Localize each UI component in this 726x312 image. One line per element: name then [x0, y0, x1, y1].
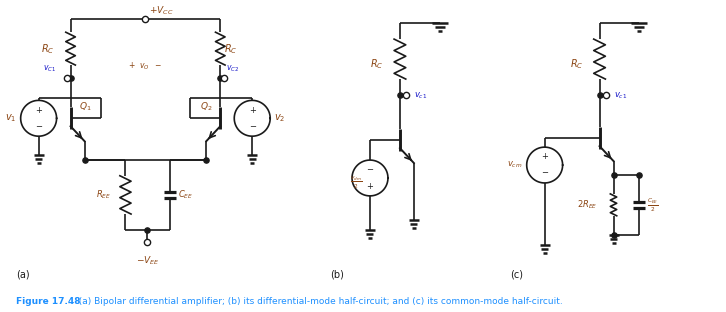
- Text: −: −: [35, 122, 42, 131]
- Text: −: −: [249, 122, 256, 131]
- Text: $Q_1$: $Q_1$: [78, 101, 91, 113]
- Text: −: −: [367, 165, 373, 174]
- Text: $R_C$: $R_C$: [224, 42, 237, 56]
- Text: (c): (c): [510, 270, 523, 280]
- Text: $-V_{EE}$: $-V_{EE}$: [136, 255, 159, 267]
- Text: $R_C$: $R_C$: [570, 57, 584, 71]
- Text: −: −: [541, 168, 548, 178]
- Text: $v_{C1}$: $v_{C1}$: [44, 63, 57, 74]
- Text: (b): (b): [330, 270, 344, 280]
- Text: $v_{C2}$: $v_{C2}$: [227, 63, 240, 74]
- Text: (a): (a): [16, 270, 29, 280]
- Text: $R_C$: $R_C$: [41, 42, 54, 56]
- Text: $\frac{C_{EE}}{2}$: $\frac{C_{EE}}{2}$: [648, 196, 659, 214]
- Text: $R_{EE}$: $R_{EE}$: [97, 189, 112, 201]
- Text: $v_1$: $v_1$: [5, 112, 17, 124]
- Text: (a) Bipolar differential amplifier; (b) its differential-mode half-circuit; and : (a) Bipolar differential amplifier; (b) …: [73, 297, 563, 306]
- Text: $\frac{v_{dm}}{2}$: $\frac{v_{dm}}{2}$: [350, 175, 362, 191]
- Text: $v_2$: $v_2$: [274, 112, 285, 124]
- Text: $v_{cm}$: $v_{cm}$: [507, 160, 523, 170]
- Text: $R_C$: $R_C$: [370, 57, 384, 71]
- Text: +: +: [35, 106, 42, 115]
- Text: $2R_{EE}$: $2R_{EE}$: [577, 199, 597, 211]
- Text: $+\ \ v_O\ \ -$: $+\ \ v_O\ \ -$: [129, 60, 163, 71]
- Text: $+V_{CC}$: $+V_{CC}$: [150, 4, 174, 17]
- Text: $v_{c1}$: $v_{c1}$: [613, 90, 627, 101]
- Text: Figure 17.48: Figure 17.48: [16, 297, 80, 306]
- Text: +: +: [541, 153, 548, 162]
- Text: $Q_2$: $Q_2$: [200, 101, 212, 113]
- Text: $C_{EE}$: $C_{EE}$: [179, 189, 194, 201]
- Text: +: +: [367, 182, 373, 191]
- Text: $v_{c1}$: $v_{c1}$: [414, 90, 427, 101]
- Text: +: +: [249, 106, 256, 115]
